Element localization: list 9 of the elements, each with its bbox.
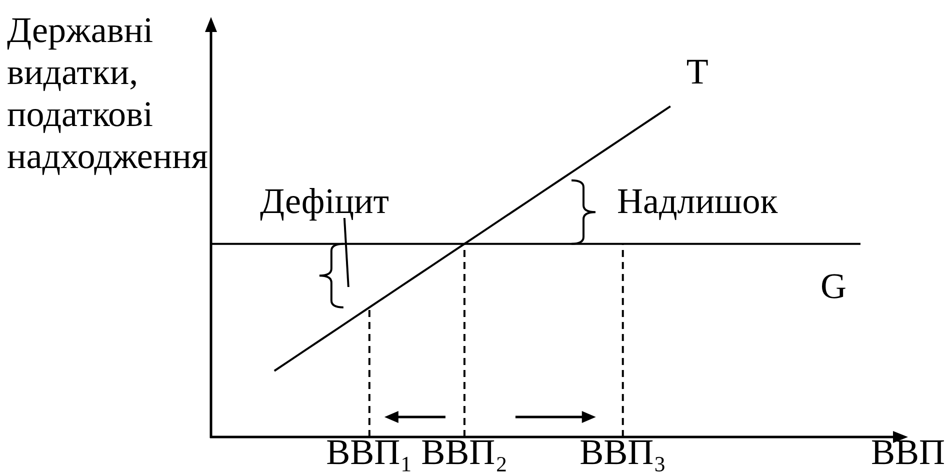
series-label: G [820, 266, 846, 306]
annotation: Надлишок [617, 181, 778, 221]
y-axis-title: Державні видатки, податкові надходження [7, 10, 208, 176]
x-tick-label: ВВП₂ [421, 432, 508, 472]
series-label: T [686, 51, 708, 92]
x-tick-label: ВВП₃ [580, 432, 666, 472]
annotation: Дефіцит [260, 181, 390, 221]
x-axis-title: ВВП [870, 432, 945, 472]
x-tick-label: ВВП₁ [326, 432, 413, 472]
